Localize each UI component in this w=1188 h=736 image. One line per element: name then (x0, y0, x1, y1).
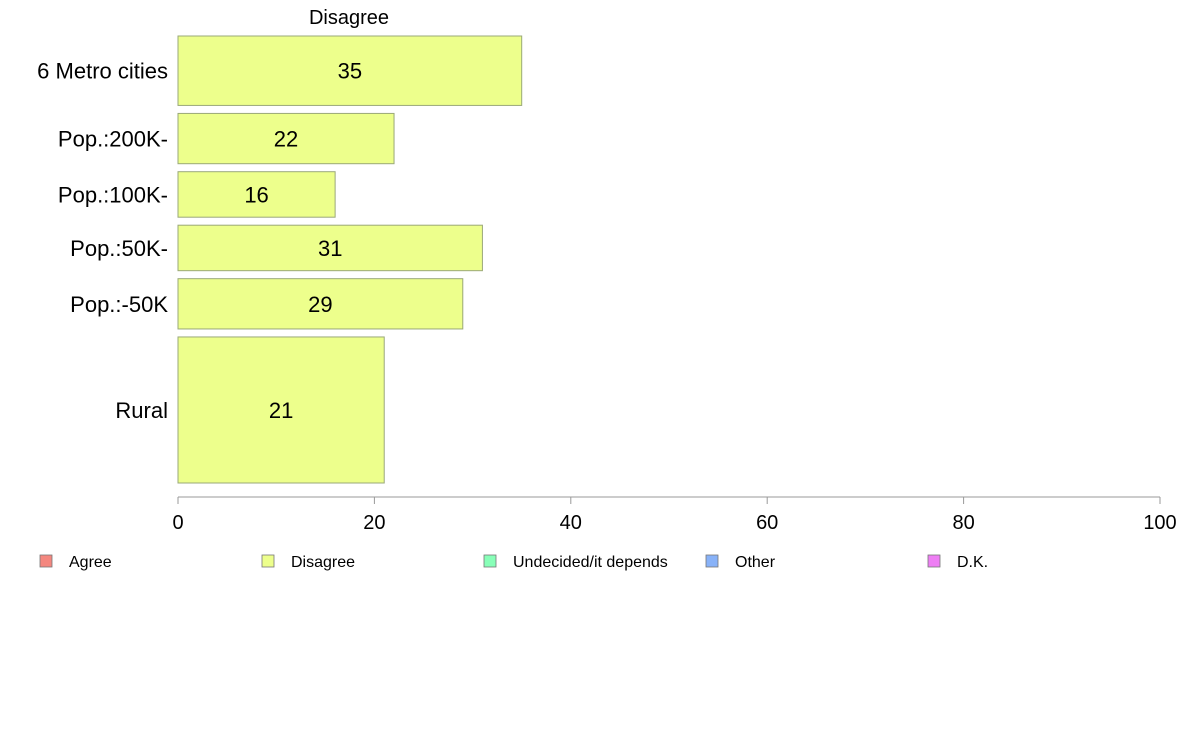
legend-item: Undecided/it depends (483, 554, 668, 571)
category-label: Pop.:100K- (58, 182, 168, 207)
x-tick-label: 100 (1143, 512, 1176, 534)
legend-label: Disagree (291, 554, 355, 571)
bar-value-label: 22 (274, 127, 298, 152)
category-label: 6 Metro cities (37, 59, 168, 84)
bar-value-label: 29 (308, 292, 332, 317)
bar (177, 278, 464, 330)
legend-label: Other (735, 554, 776, 571)
bar-value-label: 35 (338, 59, 362, 84)
bar-group: 31 Pop.:50K- (70, 224, 483, 272)
bar (177, 171, 336, 218)
bar-value-label: 16 (244, 182, 268, 207)
bar-value-label: 21 (269, 398, 293, 423)
bar (177, 224, 483, 272)
bar-group: 35 6 Metro cities (37, 35, 523, 106)
legend-swatch (261, 554, 275, 568)
bar-group: 22 Pop.:200K- (58, 112, 395, 165)
legend-label: Agree (69, 554, 112, 571)
x-axis: 0 20 40 60 80 100 (172, 496, 1177, 534)
category-label: Pop.:50K- (70, 236, 168, 261)
bars: 35 6 Metro cities 22 Pop.:200K- 16 Pop.:100K-… (37, 35, 523, 484)
bar (177, 336, 385, 484)
legend-item: Other (705, 554, 776, 571)
category-label: Rural (115, 398, 168, 423)
legend-item: D.K. (927, 554, 988, 571)
legend-swatch (483, 554, 497, 568)
legend-label: D.K. (957, 554, 988, 571)
legend-item: Disagree (261, 554, 355, 571)
legend-swatch (705, 554, 719, 568)
legend-swatch (927, 554, 941, 568)
x-tick-label: 0 (172, 512, 183, 534)
x-tick-label: 20 (363, 512, 385, 534)
bar-value-label: 31 (318, 236, 342, 261)
x-tick-label: 80 (952, 512, 974, 534)
bar-group: 29 Pop.:-50K (70, 278, 464, 330)
bar-group: 16 Pop.:100K- (58, 171, 336, 218)
legend-label: Undecided/it depends (513, 554, 668, 571)
bar-group: 21 Rural (115, 336, 385, 484)
bar (177, 112, 395, 165)
category-label: Pop.:200K- (58, 127, 168, 152)
category-label: Pop.:-50K (70, 292, 168, 317)
chart-title: Disagree (309, 7, 389, 29)
legend-item: Agree (39, 554, 112, 571)
legend-swatch (39, 554, 53, 568)
x-tick-label: 40 (560, 512, 582, 534)
x-tick-label: 60 (756, 512, 778, 534)
bar (177, 35, 523, 106)
legend: Agree Disagree Undecided/it depends Other D.… (39, 554, 988, 571)
